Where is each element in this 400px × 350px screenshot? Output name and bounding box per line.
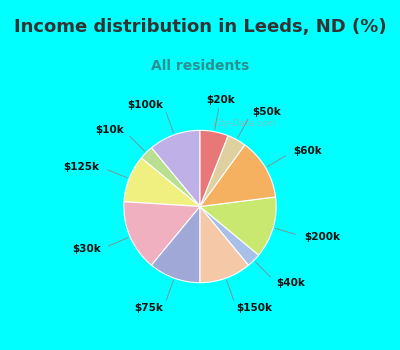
Text: $60k: $60k	[293, 146, 322, 156]
Text: $50k: $50k	[252, 107, 281, 117]
Text: Income distribution in Leeds, ND (%): Income distribution in Leeds, ND (%)	[14, 18, 386, 36]
Wedge shape	[200, 206, 259, 265]
Wedge shape	[152, 206, 200, 283]
Text: All residents: All residents	[151, 59, 249, 73]
Text: $20k: $20k	[206, 95, 235, 105]
Text: $150k: $150k	[237, 303, 273, 313]
Text: $40k: $40k	[276, 278, 305, 288]
Wedge shape	[200, 136, 245, 206]
Text: City-Data.com: City-Data.com	[213, 119, 277, 128]
Wedge shape	[124, 158, 200, 206]
Text: $200k: $200k	[304, 232, 340, 242]
Text: $125k: $125k	[64, 162, 100, 172]
Wedge shape	[200, 145, 276, 206]
Text: $30k: $30k	[72, 244, 101, 254]
Wedge shape	[200, 197, 276, 255]
Wedge shape	[124, 202, 200, 265]
Wedge shape	[200, 206, 248, 283]
Wedge shape	[152, 130, 200, 206]
Text: $100k: $100k	[127, 100, 163, 110]
Wedge shape	[200, 130, 228, 206]
Wedge shape	[141, 148, 200, 206]
Text: $10k: $10k	[95, 125, 124, 135]
Text: $75k: $75k	[134, 303, 163, 313]
